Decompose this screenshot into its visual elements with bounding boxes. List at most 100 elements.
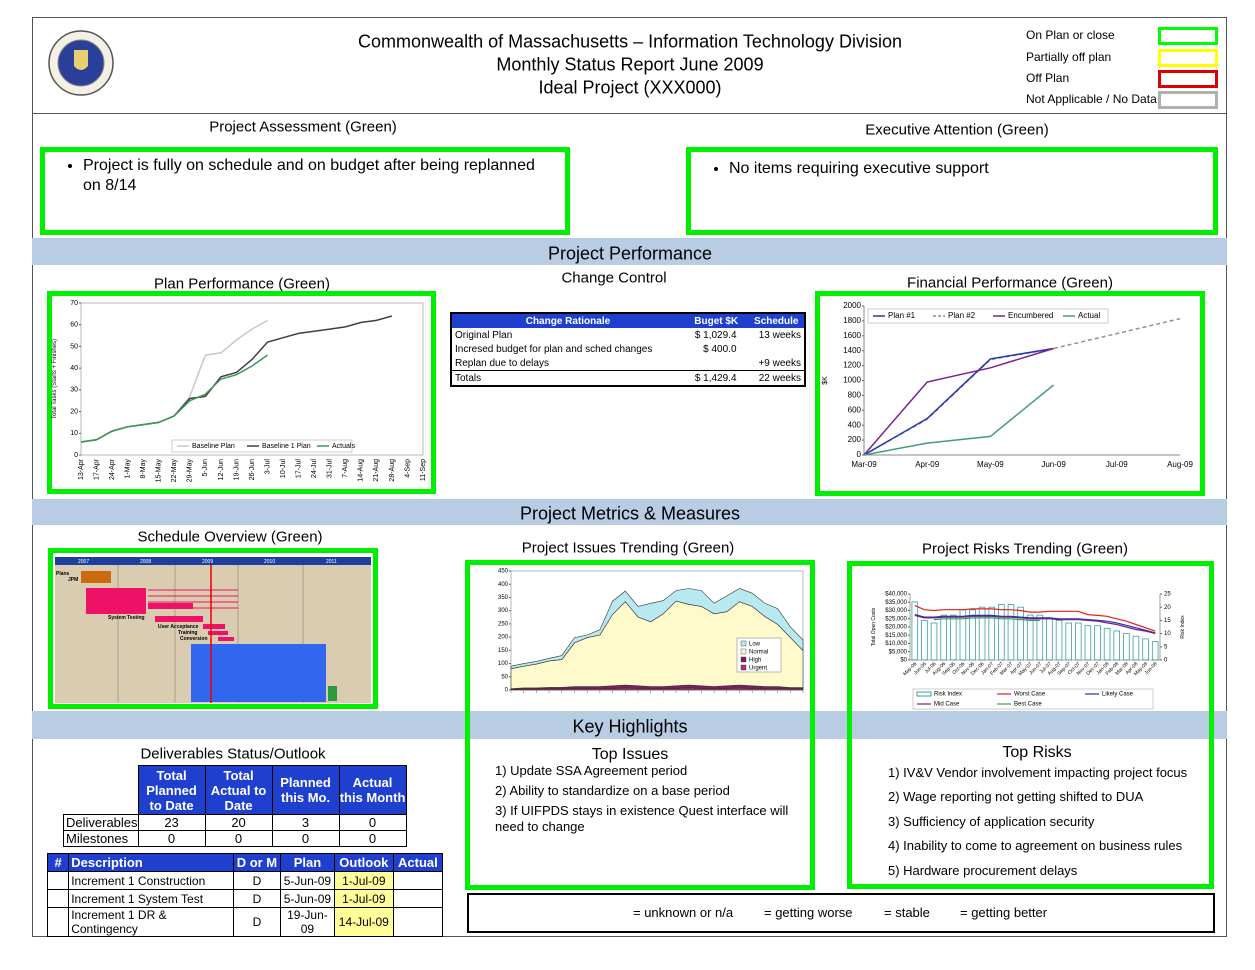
legend-swatch [740, 640, 747, 647]
cell [392, 871, 444, 890]
x-tick-label: 28-Aug [389, 459, 396, 482]
y-tick-label: 0 [1164, 658, 1168, 664]
y-axis-label: Total Open Costs [871, 607, 877, 646]
risk-item: 2) Wage reporting not getting shifted to… [888, 789, 1144, 804]
row-label: Deliverables [63, 814, 139, 831]
y-tick-label: 1000 [843, 376, 861, 385]
bullet-item: Project is fully on schedule and on budg… [83, 156, 549, 196]
cell: 1-Jul-09 [333, 871, 394, 890]
cell: 0 [137, 830, 206, 847]
row: Increment 1 System Test D 5-Jun-09 1-Jul-09 [46, 889, 444, 908]
schedule: 13 weeks [758, 329, 801, 341]
legend-label: On Plan or close [1026, 28, 1115, 42]
bar [930, 622, 938, 661]
legend-label: Likely Case [1102, 692, 1134, 698]
x-tick-label: 3-Jul [264, 459, 271, 475]
column-header: Plan [280, 853, 335, 872]
budget: $ 400.0 [703, 343, 737, 355]
y-tick-label: 400 [498, 582, 509, 588]
series-area [510, 588, 804, 670]
trend-label: = getting worse [764, 905, 853, 920]
rationale: Replan due to delays [455, 357, 549, 369]
column-header: # [46, 853, 70, 872]
chart: 0 50 100 150 200 250 300 350 400 450 Low Normal High… [498, 569, 804, 694]
cell: D [232, 907, 282, 937]
y-tick-label: 1400 [843, 346, 861, 355]
cell: 5-Jun-09 [280, 871, 335, 890]
row: Deliverables 23 20 3 0 [63, 814, 407, 831]
title-line: Ideal Project (XXX000) [538, 77, 722, 98]
legend-swatch [740, 664, 747, 671]
cell: Increment 1 DR & Contingency [68, 907, 234, 937]
y-tick-label: $35,000 [885, 600, 907, 606]
y-axis-label: Total Tasks (Starts + Finishes) [52, 339, 58, 419]
cell: 0 [338, 814, 407, 831]
chart: 0 200 400 600 800 1000 1200 1400 1600 1800 2000 $K M… [822, 301, 1193, 469]
bar [1142, 638, 1149, 661]
legend-box [867, 308, 1109, 324]
chart-title: Schedule Overview (Green) [137, 528, 323, 546]
y-tick-label: 30 [70, 387, 78, 394]
y-tick-label: 1600 [843, 331, 861, 340]
title-line: Commonwealth of Massachusetts – Informat… [358, 31, 902, 52]
legend-swatch [916, 691, 932, 697]
legend-swatch [740, 648, 747, 655]
corner [64, 766, 139, 815]
y-tick-label: 200 [848, 435, 862, 444]
schedule [749, 342, 805, 356]
year-label: 2010 [264, 559, 275, 565]
y-tick-label: 10 [1164, 631, 1171, 637]
task-label: System Testing [108, 615, 145, 621]
bar [1055, 620, 1063, 661]
budget: $ 1,029.4 [694, 329, 737, 341]
row: Original Plan $ 1,029.4 13 weeks [451, 328, 805, 342]
y-tick-label: 70 [70, 300, 78, 307]
legend-label: Low [749, 642, 761, 648]
band-title: Project Performance [547, 243, 713, 264]
chart-title: Project Risks Trending (Green) [922, 540, 1128, 558]
bar [1017, 606, 1024, 661]
cell: 0 [204, 830, 273, 847]
bar [1026, 614, 1034, 661]
assessment-list: Project is fully on schedule and on budg… [53, 156, 549, 196]
series-line [914, 614, 1156, 634]
y-tick-label: 40 [70, 365, 78, 372]
deliverables-table: Total Planned to Date Total Actual to Dat… [63, 765, 407, 847]
bar [1094, 625, 1101, 661]
y-tick-label: 50 [501, 674, 508, 680]
cell: D [232, 871, 282, 890]
y-tick-label: 450 [498, 569, 509, 575]
y-tick-label: 20 [1164, 605, 1171, 611]
section-heading: Top Risks [1002, 744, 1072, 761]
legend-label: Urgent [749, 666, 767, 672]
legend-swatch [1158, 91, 1218, 109]
y-tick-label: 25 [1164, 592, 1171, 598]
y-tick-label: 600 [848, 405, 862, 414]
x-tick-label: 7-Aug [342, 459, 349, 478]
cell [46, 889, 70, 908]
legend-label: Off Plan [1026, 71, 1070, 85]
band [32, 238, 1227, 265]
series-line [933, 617, 1040, 621]
x-tick-label: 21-Aug [373, 459, 380, 482]
section-heading: Project Assessment (Green) [209, 118, 397, 136]
header-rule [32, 113, 1227, 114]
cell: 19-Jun-09 [280, 907, 335, 937]
x-tick-label: 13-Apr [78, 458, 85, 480]
band [32, 499, 1227, 525]
chart-box [47, 291, 436, 494]
bar [1113, 630, 1121, 661]
chart-title: Project Issues Trending (Green) [521, 539, 735, 557]
bar [921, 620, 928, 661]
column-header: Schedule [748, 313, 805, 328]
legend-box [171, 439, 353, 453]
y-tick-label: 800 [848, 391, 862, 400]
y-axis-label: $K [822, 376, 829, 385]
risk-item: 3) Sufficiency of application security [888, 814, 1095, 829]
x-tick-label: 11-Sep [420, 459, 427, 481]
x-tick-label: Mar-09 [851, 460, 877, 469]
chart-title: Plan Performance (Green) [154, 275, 330, 293]
legend-swatch [1158, 70, 1218, 88]
legend-label: Mid Case [934, 702, 960, 708]
